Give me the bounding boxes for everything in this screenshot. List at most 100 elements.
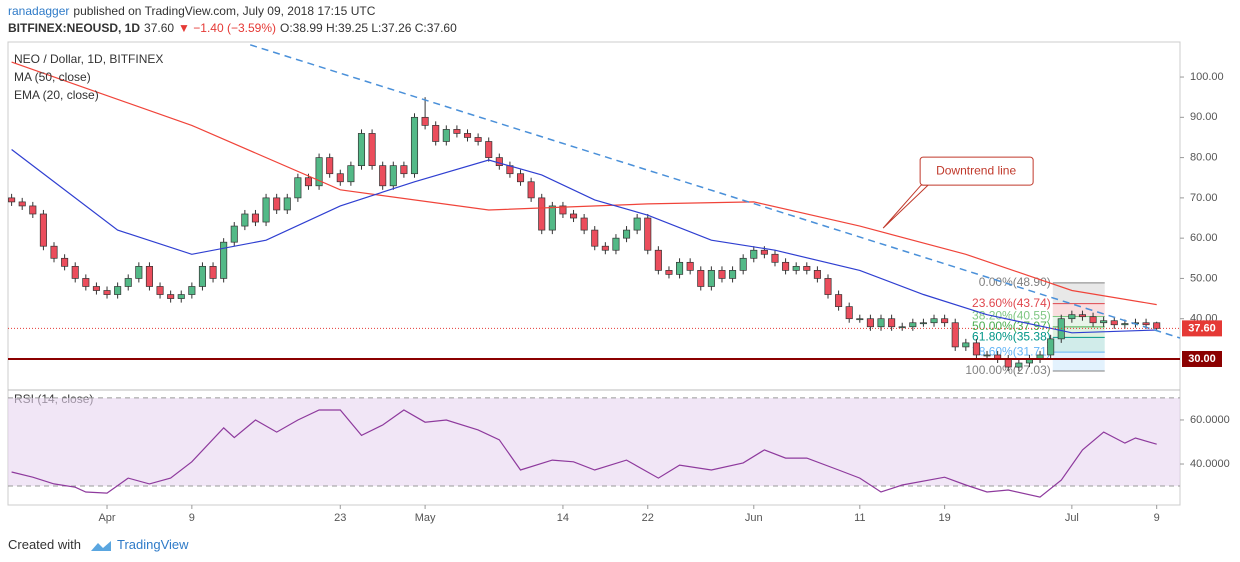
candle-body xyxy=(379,165,387,187)
x-tick-label: 11 xyxy=(854,512,865,524)
candle-body xyxy=(463,133,472,138)
y-tick-label: 90.00 xyxy=(1190,111,1218,123)
footer-brand[interactable]: TradingView xyxy=(116,537,189,552)
indicator-line xyxy=(11,149,1157,334)
candle-body xyxy=(39,213,47,247)
candle-body xyxy=(898,326,906,329)
fib-zone xyxy=(1052,316,1105,327)
x-tick-label: 9 xyxy=(189,512,195,524)
fib-label: 61.80%(35.38) xyxy=(972,329,1051,343)
x-tick-label: Jun xyxy=(745,512,763,524)
candle-body xyxy=(548,205,556,231)
ohlc: O:38.99 H:39.25 L:37.26 C:37.60 xyxy=(279,21,457,35)
candle-body xyxy=(357,133,366,167)
price-badge xyxy=(1182,320,1222,337)
fib-label: 23.60%(43.74) xyxy=(972,296,1051,310)
candle-body xyxy=(124,278,132,287)
candle-body xyxy=(601,245,609,251)
x-tick-label: Jul xyxy=(1065,512,1079,524)
candle-body xyxy=(538,197,546,231)
candle-body xyxy=(612,237,620,251)
candle-body xyxy=(251,213,259,223)
annotation-arrow xyxy=(882,184,930,229)
candle-body xyxy=(803,265,811,271)
logo xyxy=(90,540,111,551)
candle-body xyxy=(972,342,980,356)
candle-body xyxy=(739,257,747,271)
candle-body xyxy=(495,157,503,167)
candle-body xyxy=(421,116,429,126)
candle-body xyxy=(156,286,164,295)
legend-entry: EMA (20, close) xyxy=(14,88,99,102)
candle-body xyxy=(1015,362,1023,368)
price-badge-label: 37.60 xyxy=(1188,322,1216,334)
candle-body xyxy=(941,318,949,324)
fib-label: 38.20%(40.55) xyxy=(972,309,1051,323)
candle-body xyxy=(167,294,175,299)
candle-body xyxy=(750,249,758,259)
candle-body xyxy=(983,354,991,357)
candle-body xyxy=(400,165,408,175)
rsi-pane xyxy=(8,397,1180,498)
candle-body xyxy=(177,294,185,299)
candle-body xyxy=(845,306,853,320)
x-tick-label: 22 xyxy=(642,512,654,524)
candle-body xyxy=(82,278,90,287)
fib-zone xyxy=(1052,337,1105,353)
footer-text: Created with xyxy=(8,537,81,552)
candle-body xyxy=(1142,322,1150,326)
candle-body xyxy=(591,229,599,247)
candle-body xyxy=(410,116,419,175)
footer: Created with TradingView xyxy=(8,537,193,553)
candle-body xyxy=(559,205,567,215)
candle-body xyxy=(919,322,927,325)
candle-body xyxy=(230,225,238,243)
trend-line xyxy=(249,44,1180,339)
y-tick-label: 50.00 xyxy=(1190,272,1218,284)
rsi-band xyxy=(8,397,1180,487)
candle-body xyxy=(1110,320,1118,326)
candle-body xyxy=(707,270,715,287)
rsi-line xyxy=(11,409,1157,498)
candle-body xyxy=(61,257,69,267)
legend-entry: MA (50, close) xyxy=(14,70,91,84)
publish-info: published on TradingView.com, July 09, 2… xyxy=(73,4,376,18)
candle-body xyxy=(50,245,58,259)
candle-body xyxy=(71,265,79,279)
price-badge-label: 30.00 xyxy=(1188,353,1216,365)
candle-body xyxy=(1089,316,1097,324)
candle-body xyxy=(262,197,270,223)
publisher: ranadagger xyxy=(8,4,70,18)
last-price: 37.60 xyxy=(144,21,175,35)
candle-body xyxy=(824,278,832,295)
x-tick-label: 19 xyxy=(938,512,950,524)
y-tick-label: 100.00 xyxy=(1190,71,1224,83)
candle-body xyxy=(474,137,482,142)
candle-body xyxy=(1047,338,1055,356)
candle-body xyxy=(389,165,397,187)
candle-body xyxy=(1004,358,1012,368)
candle-body xyxy=(241,213,249,227)
candle-body xyxy=(792,265,800,271)
candle-body xyxy=(930,318,938,324)
price-pane: 0.00%(48.90) 23.60%(43.74)38.20%(40.55)50… xyxy=(8,44,1180,377)
candle-body xyxy=(1153,322,1161,329)
y-tick-label: 60.0000 xyxy=(1190,414,1230,426)
candle-body xyxy=(18,201,26,207)
candle-body xyxy=(676,261,684,275)
candle-body xyxy=(686,261,694,271)
y-tick-label: 40.0000 xyxy=(1190,458,1230,470)
candle-body xyxy=(697,270,705,287)
candle-body xyxy=(336,173,344,183)
candle-body xyxy=(654,249,662,271)
y-tick-label: 70.00 xyxy=(1190,192,1218,204)
candle-body xyxy=(453,129,461,134)
candle-body xyxy=(8,197,16,203)
candle-body xyxy=(760,249,768,255)
candle-body xyxy=(1100,320,1108,324)
candle-body xyxy=(888,318,896,328)
x-tick-label: 14 xyxy=(557,512,569,524)
candle-body xyxy=(962,342,970,348)
annotation-text: Downtrend line xyxy=(936,163,1016,177)
